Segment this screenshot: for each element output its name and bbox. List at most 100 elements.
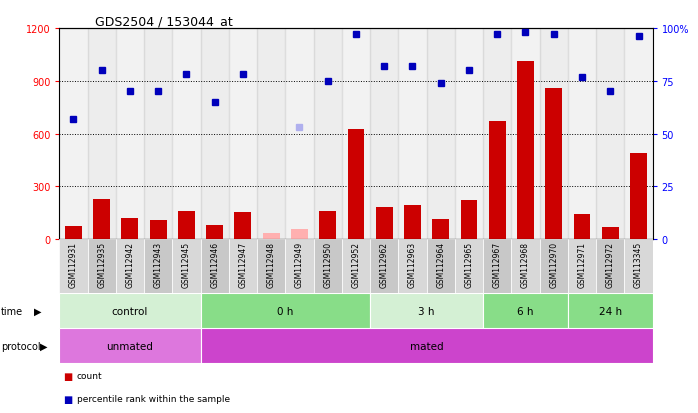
Text: GSM112964: GSM112964 — [436, 241, 445, 287]
Text: ■: ■ — [63, 371, 72, 381]
Text: GSM112947: GSM112947 — [239, 241, 248, 287]
Text: ▶: ▶ — [34, 306, 41, 316]
Bar — [200, 293, 370, 328]
Bar — [172, 240, 200, 293]
Text: 24 h: 24 h — [599, 306, 622, 316]
Text: percentile rank within the sample: percentile rank within the sample — [77, 394, 230, 403]
Bar — [342, 29, 370, 240]
Bar — [200, 328, 653, 363]
Bar — [200, 29, 229, 240]
Text: control: control — [112, 306, 148, 316]
Bar — [461, 201, 477, 240]
Bar — [596, 29, 625, 240]
Text: GSM112963: GSM112963 — [408, 241, 417, 287]
Text: GSM112950: GSM112950 — [323, 241, 332, 287]
Bar — [87, 240, 116, 293]
Text: GSM112952: GSM112952 — [352, 241, 360, 287]
Text: 6 h: 6 h — [517, 306, 534, 316]
Bar — [348, 130, 364, 240]
Text: mated: mated — [410, 341, 443, 351]
Bar — [370, 240, 399, 293]
Bar — [144, 240, 172, 293]
Bar — [178, 211, 195, 240]
Text: GSM112968: GSM112968 — [521, 241, 530, 287]
Bar — [426, 240, 455, 293]
Bar — [568, 293, 653, 328]
Text: 3 h: 3 h — [418, 306, 435, 316]
Bar — [206, 225, 223, 240]
Bar — [602, 227, 618, 240]
Bar — [512, 240, 540, 293]
Bar — [262, 233, 280, 240]
Bar — [235, 212, 251, 240]
Text: GSM112948: GSM112948 — [267, 241, 276, 287]
Bar — [257, 29, 285, 240]
Text: GSM112946: GSM112946 — [210, 241, 219, 287]
Bar — [625, 240, 653, 293]
Bar — [144, 29, 172, 240]
Bar — [568, 240, 596, 293]
Text: ■: ■ — [63, 394, 72, 404]
Bar — [455, 240, 483, 293]
Bar — [625, 29, 653, 240]
Bar — [432, 219, 450, 240]
Text: 0 h: 0 h — [277, 306, 294, 316]
Bar — [59, 29, 87, 240]
Bar — [483, 29, 512, 240]
Bar — [376, 207, 393, 240]
Text: GSM113345: GSM113345 — [634, 241, 643, 287]
Text: GSM112967: GSM112967 — [493, 241, 502, 287]
Bar — [399, 240, 426, 293]
Bar — [229, 240, 257, 293]
Bar — [150, 220, 167, 240]
Text: unmated: unmated — [107, 341, 154, 351]
Bar — [540, 240, 568, 293]
Text: GSM112945: GSM112945 — [182, 241, 191, 287]
Bar — [116, 29, 144, 240]
Text: GDS2504 / 153044_at: GDS2504 / 153044_at — [95, 15, 232, 28]
Text: GSM112970: GSM112970 — [549, 241, 558, 287]
Bar — [285, 240, 313, 293]
Bar — [94, 199, 110, 240]
Bar — [257, 240, 285, 293]
Bar — [229, 29, 257, 240]
Bar — [540, 29, 568, 240]
Bar — [568, 29, 596, 240]
Bar — [404, 205, 421, 240]
Text: GSM112935: GSM112935 — [97, 241, 106, 287]
Bar — [87, 29, 116, 240]
Bar — [285, 29, 313, 240]
Text: GSM112931: GSM112931 — [69, 241, 78, 287]
Bar — [200, 240, 229, 293]
Bar — [121, 218, 138, 240]
Text: GSM112962: GSM112962 — [380, 241, 389, 287]
Bar — [489, 122, 506, 240]
Text: GSM112943: GSM112943 — [154, 241, 163, 287]
Bar — [342, 240, 370, 293]
Bar — [59, 240, 87, 293]
Bar — [426, 29, 455, 240]
Bar — [483, 293, 568, 328]
Text: time: time — [1, 306, 23, 316]
Text: GSM112965: GSM112965 — [464, 241, 473, 287]
Bar — [172, 29, 200, 240]
Bar — [399, 29, 426, 240]
Text: GSM112949: GSM112949 — [295, 241, 304, 287]
Bar — [59, 293, 200, 328]
Text: GSM112972: GSM112972 — [606, 241, 615, 287]
Text: ▶: ▶ — [40, 341, 47, 351]
Bar — [517, 62, 534, 240]
Bar — [483, 240, 512, 293]
Text: GSM112942: GSM112942 — [126, 241, 135, 287]
Text: GSM112971: GSM112971 — [577, 241, 586, 287]
Bar — [574, 214, 591, 240]
Text: protocol: protocol — [1, 341, 40, 351]
Bar — [545, 89, 562, 240]
Bar — [319, 211, 336, 240]
Bar — [370, 29, 399, 240]
Bar — [596, 240, 625, 293]
Bar — [455, 29, 483, 240]
Bar — [291, 230, 308, 240]
Bar — [313, 29, 342, 240]
Bar — [512, 29, 540, 240]
